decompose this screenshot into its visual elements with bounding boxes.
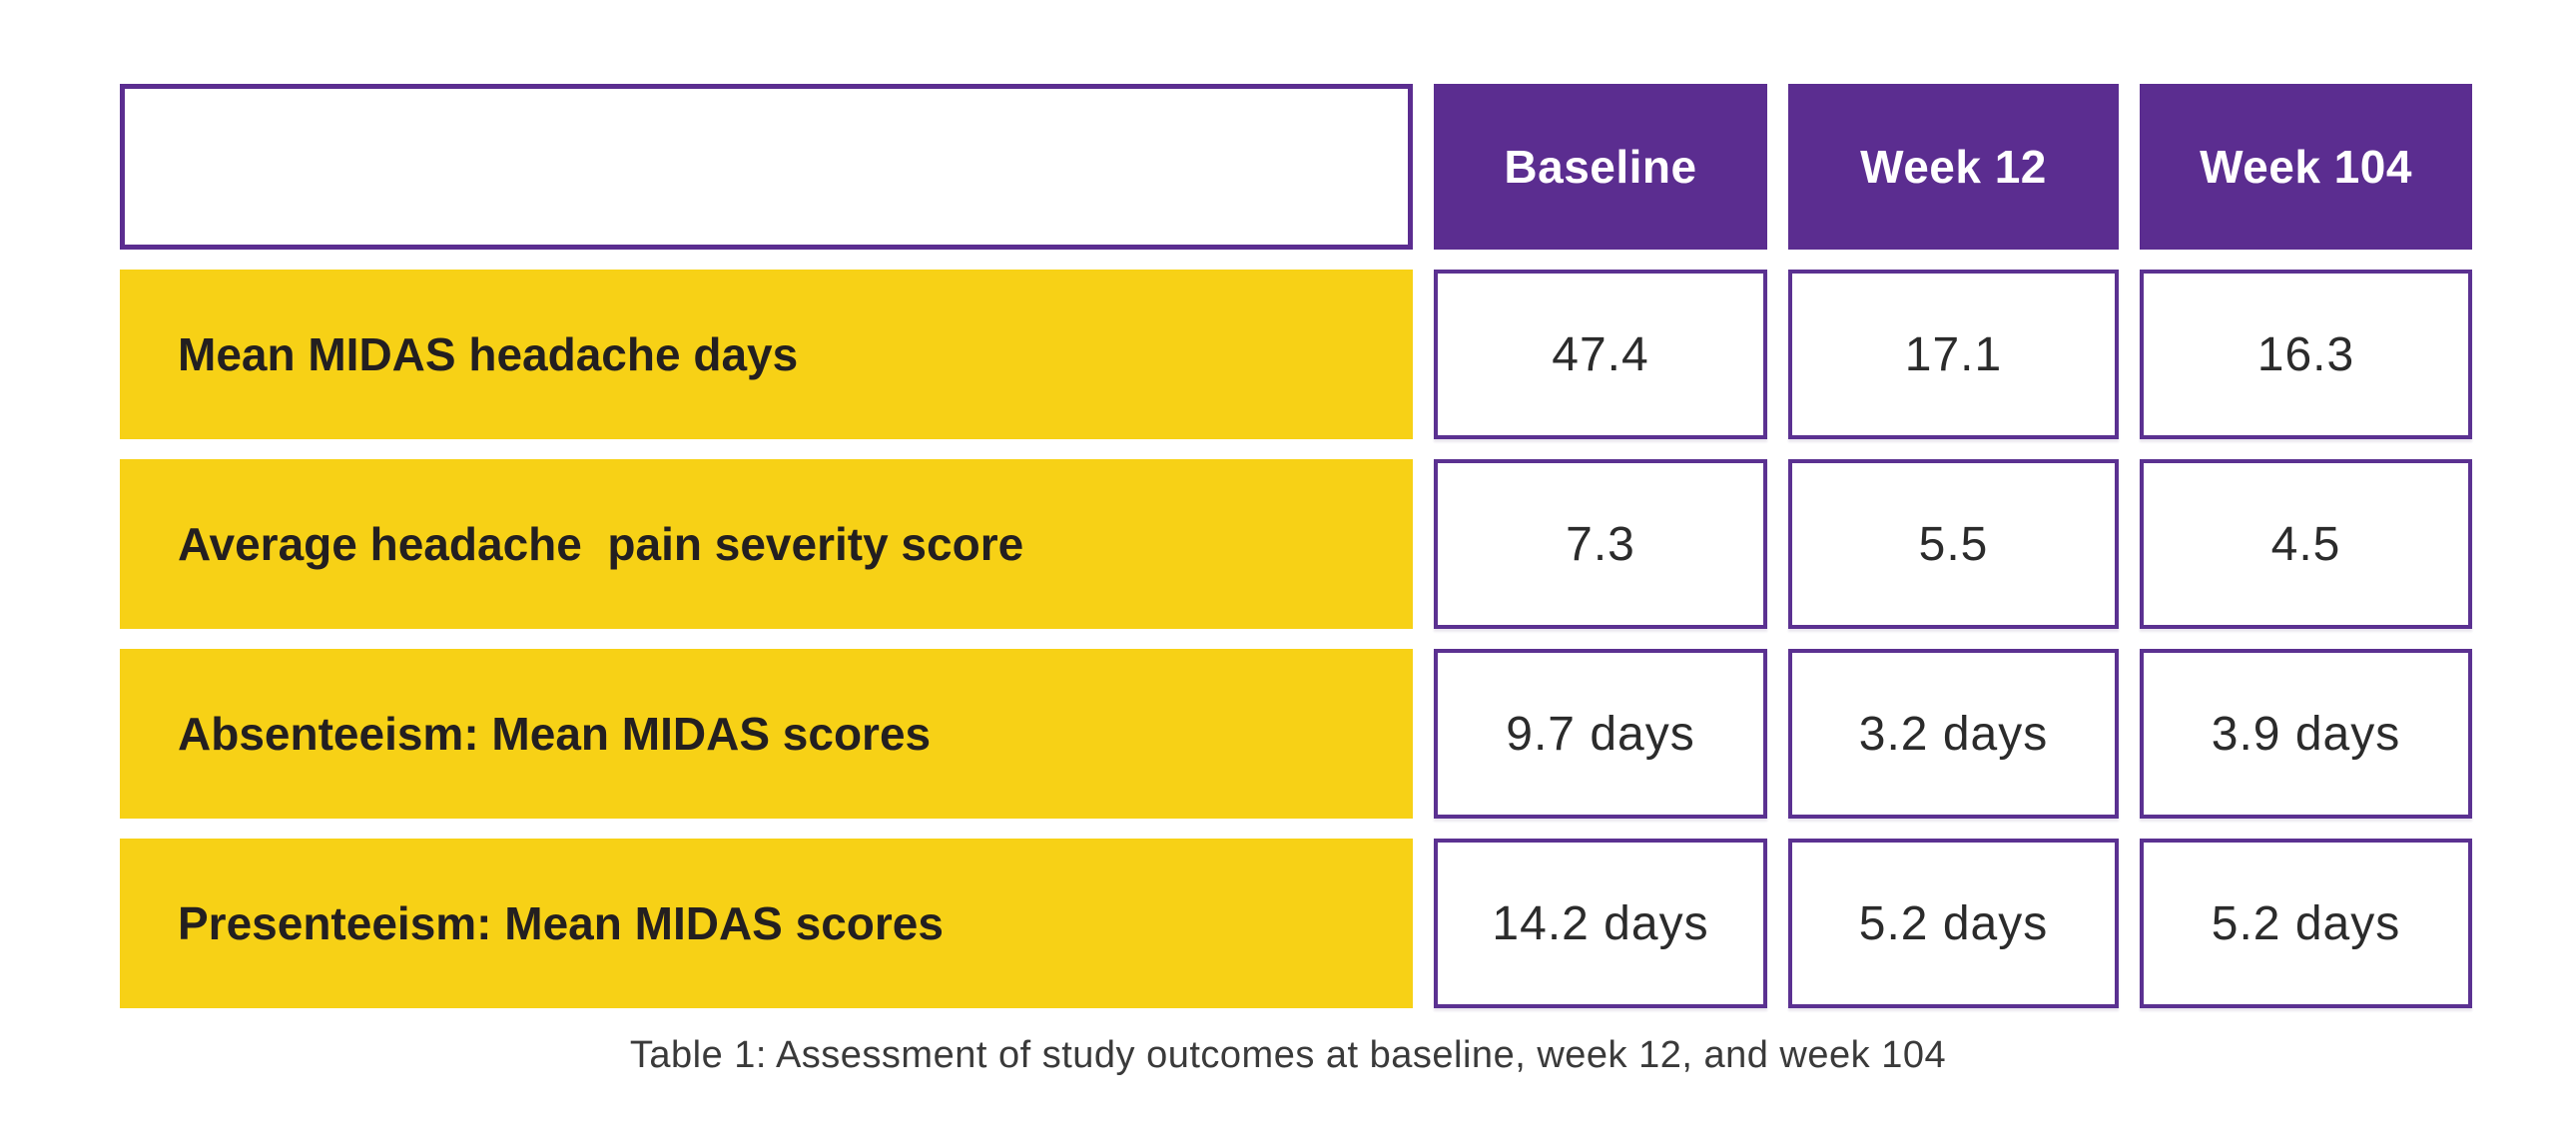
cell-presenteeism-week-12: 5.2 days	[1788, 839, 2119, 1008]
table-caption: Table 1: Assessment of study outcomes at…	[629, 1034, 1947, 1076]
cell-absenteeism-week-12: 3.2 days	[1788, 649, 2119, 819]
row-label-presenteeism: Presenteeism: Mean MIDAS scores	[120, 839, 1413, 1008]
cell-mean-midas-week-104: 16.3	[2140, 270, 2472, 439]
cell-pain-severity-week-12: 5.5	[1788, 459, 2119, 629]
corner-empty-cell	[120, 84, 1413, 250]
row-label-mean-midas-headache-days: Mean MIDAS headache days	[120, 270, 1413, 439]
column-header-week-104: Week 104	[2140, 84, 2472, 250]
cell-mean-midas-baseline: 47.4	[1434, 270, 1767, 439]
column-header-week-12: Week 12	[1788, 84, 2119, 250]
row-label-absenteeism: Absenteeism: Mean MIDAS scores	[120, 649, 1413, 819]
column-header-baseline: Baseline	[1434, 84, 1767, 250]
row-label-average-pain-severity: Average headache pain severity score	[120, 459, 1413, 629]
outcomes-table: Baseline Week 12 Week 104 Mean MIDAS hea…	[120, 84, 2472, 1008]
cell-presenteeism-week-104: 5.2 days	[2140, 839, 2472, 1008]
cell-pain-severity-baseline: 7.3	[1434, 459, 1767, 629]
cell-pain-severity-week-104: 4.5	[2140, 459, 2472, 629]
cell-absenteeism-week-104: 3.9 days	[2140, 649, 2472, 819]
cell-mean-midas-week-12: 17.1	[1788, 270, 2119, 439]
cell-absenteeism-baseline: 9.7 days	[1434, 649, 1767, 819]
cell-presenteeism-baseline: 14.2 days	[1434, 839, 1767, 1008]
